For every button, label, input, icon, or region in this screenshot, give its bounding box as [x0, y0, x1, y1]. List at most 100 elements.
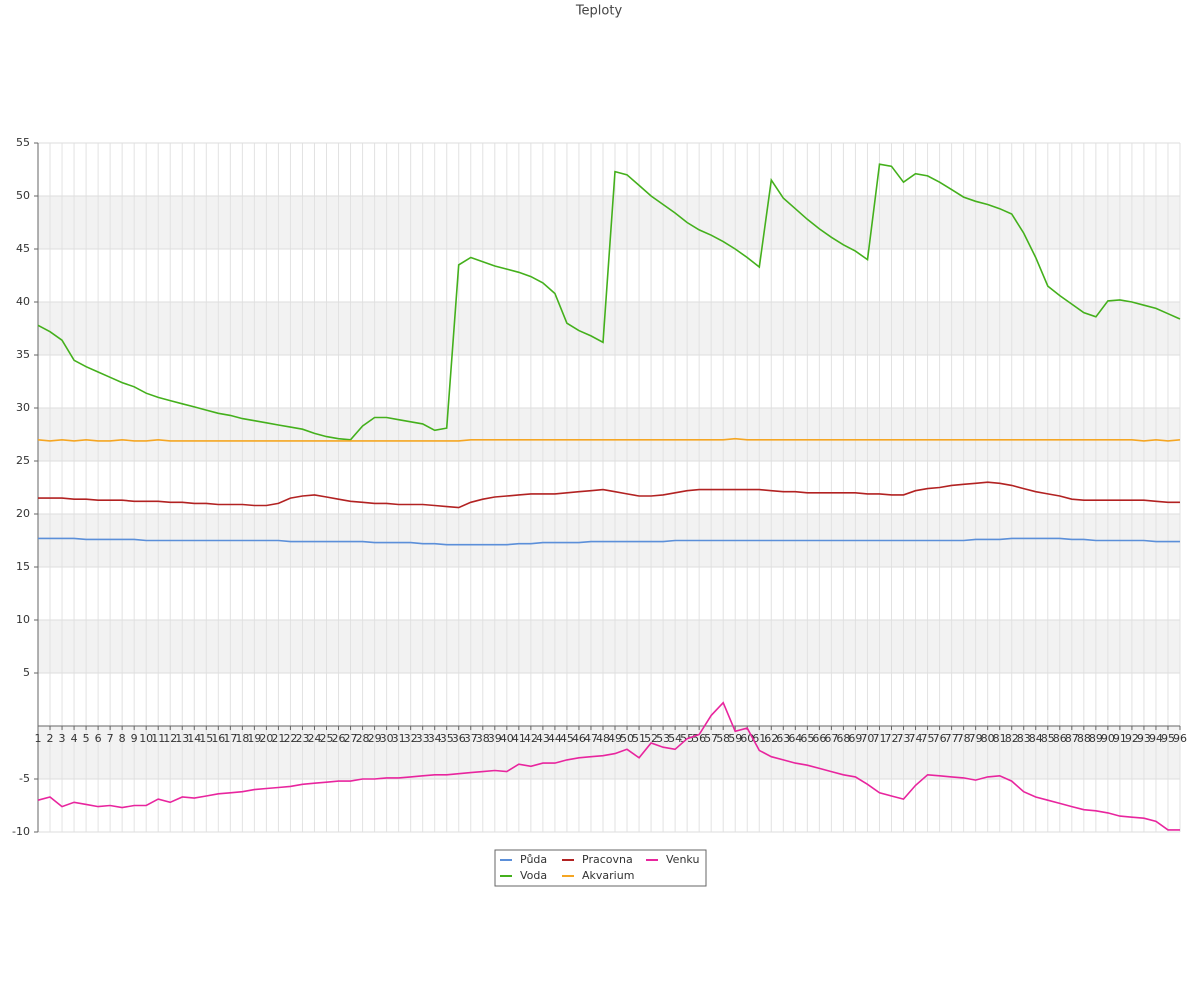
line-series: [37, 701, 1180, 831]
x-tick-label: 69: [848, 732, 862, 745]
legend-label: Akvarium: [582, 869, 634, 882]
legend-label: Půda: [520, 853, 547, 866]
legend-label: Pracovna: [582, 853, 633, 866]
y-tick-label: -10: [12, 825, 30, 838]
grid-band: [38, 196, 1180, 249]
x-tick-label: 62: [764, 732, 778, 745]
x-tick-label: 66: [812, 732, 826, 745]
x-tick-label: 59: [728, 732, 742, 745]
x-tick-label: 58: [716, 732, 730, 745]
x-tick-label: 37: [464, 732, 478, 745]
x-tick-label: 4: [71, 732, 78, 745]
x-tick-label: 24: [307, 732, 321, 745]
x-tick-label: 23: [295, 732, 309, 745]
x-tick-label: 61: [752, 732, 766, 745]
x-tick-label: 85: [1041, 732, 1055, 745]
grid-band: [38, 620, 1180, 673]
x-tick-label: 87: [1065, 732, 1079, 745]
x-tick-label: 16: [211, 732, 225, 745]
x-tick-label: 8: [119, 732, 126, 745]
x-tick-label: 80: [981, 732, 995, 745]
x-tick-label: 78: [957, 732, 971, 745]
line-series: [38, 537, 1180, 546]
x-tick-label: 83: [1017, 732, 1031, 745]
x-tick-label: 93: [1137, 732, 1151, 745]
x-tick-label: 41: [512, 732, 526, 745]
x-tick-label: 31: [392, 732, 406, 745]
x-tick-label: 17: [223, 732, 237, 745]
x-tick-label: 28: [356, 732, 370, 745]
x-tick-label: 81: [993, 732, 1007, 745]
x-tick-label: 2: [47, 732, 54, 745]
x-tick-label: 65: [800, 732, 814, 745]
x-tick-label: 79: [969, 732, 983, 745]
legend-label: Venku: [666, 853, 699, 866]
x-tick-label: 95: [1161, 732, 1175, 745]
x-tick-label: 9: [131, 732, 138, 745]
x-tick-label: 67: [824, 732, 838, 745]
x-tick-label: 75: [921, 732, 935, 745]
x-tick-label: 76: [933, 732, 947, 745]
x-tick-label: 73: [897, 732, 911, 745]
x-tick-label: 32: [404, 732, 418, 745]
x-tick-label: 68: [836, 732, 850, 745]
x-tick-label: 18: [235, 732, 249, 745]
legend-box: [494, 849, 707, 887]
x-tick-label: 53: [656, 732, 670, 745]
grid-band: [38, 726, 1180, 779]
x-tick-label: 11: [151, 732, 165, 745]
y-tick-label: 55: [16, 136, 30, 149]
x-tick-label: 94: [1149, 732, 1163, 745]
x-tick-label: 90: [1101, 732, 1115, 745]
x-tick-label: 88: [1077, 732, 1091, 745]
x-tick-label: 50: [620, 732, 634, 745]
y-tick-label: 5: [23, 666, 30, 679]
y-tick-label: 25: [16, 454, 30, 467]
x-tick-label: 64: [788, 732, 802, 745]
x-tick-label: 29: [368, 732, 382, 745]
x-tick-label: 46: [572, 732, 586, 745]
x-tick-label: 57: [704, 732, 718, 745]
x-tick-label: 39: [488, 732, 502, 745]
x-tick-label: 15: [199, 732, 213, 745]
x-tick-label: 70: [860, 732, 874, 745]
x-tick-label: 49: [608, 732, 622, 745]
x-tick-label: 54: [668, 732, 682, 745]
chart-title: Teploty: [575, 4, 623, 19]
x-tick-label: 22: [283, 732, 297, 745]
y-tick-label: 45: [16, 242, 30, 255]
x-tick-label: 40: [500, 732, 514, 745]
x-tick-label: 89: [1089, 732, 1103, 745]
legend: Půda Voda Pracovna Akvarium Venku: [494, 849, 707, 887]
x-tick-label: 33: [416, 732, 430, 745]
x-tick-label: 7: [107, 732, 114, 745]
x-tick-label: 30: [380, 732, 394, 745]
x-tick-label: 20: [259, 732, 273, 745]
x-tick-label: 42: [524, 732, 538, 745]
x-tick-label: 51: [632, 732, 646, 745]
x-tick-label: 25: [320, 732, 334, 745]
y-tick-label: -5: [19, 772, 30, 785]
y-tick-label: 20: [16, 507, 30, 520]
x-tick-label: 14: [187, 732, 201, 745]
x-tick-label: 3: [59, 732, 66, 745]
x-tick-label: 72: [884, 732, 898, 745]
x-tick-label: 44: [548, 732, 562, 745]
y-tick-label: 50: [16, 189, 30, 202]
x-tick-label: 13: [175, 732, 189, 745]
x-tick-label: 43: [536, 732, 550, 745]
y-tick-label: 40: [16, 295, 30, 308]
x-tick-label: 96: [1173, 732, 1187, 745]
x-tick-label: 34: [428, 732, 442, 745]
y-tick-label: 10: [16, 613, 30, 626]
x-tick-label: 19: [247, 732, 261, 745]
grid-band: [38, 302, 1180, 355]
legend-label: Voda: [520, 869, 547, 882]
grid-band: [38, 408, 1180, 461]
x-tick-label: 35: [440, 732, 454, 745]
x-tick-label: 10: [139, 732, 153, 745]
x-tick-label: 63: [776, 732, 790, 745]
x-tick-label: 26: [332, 732, 346, 745]
x-tick-label: 82: [1005, 732, 1019, 745]
